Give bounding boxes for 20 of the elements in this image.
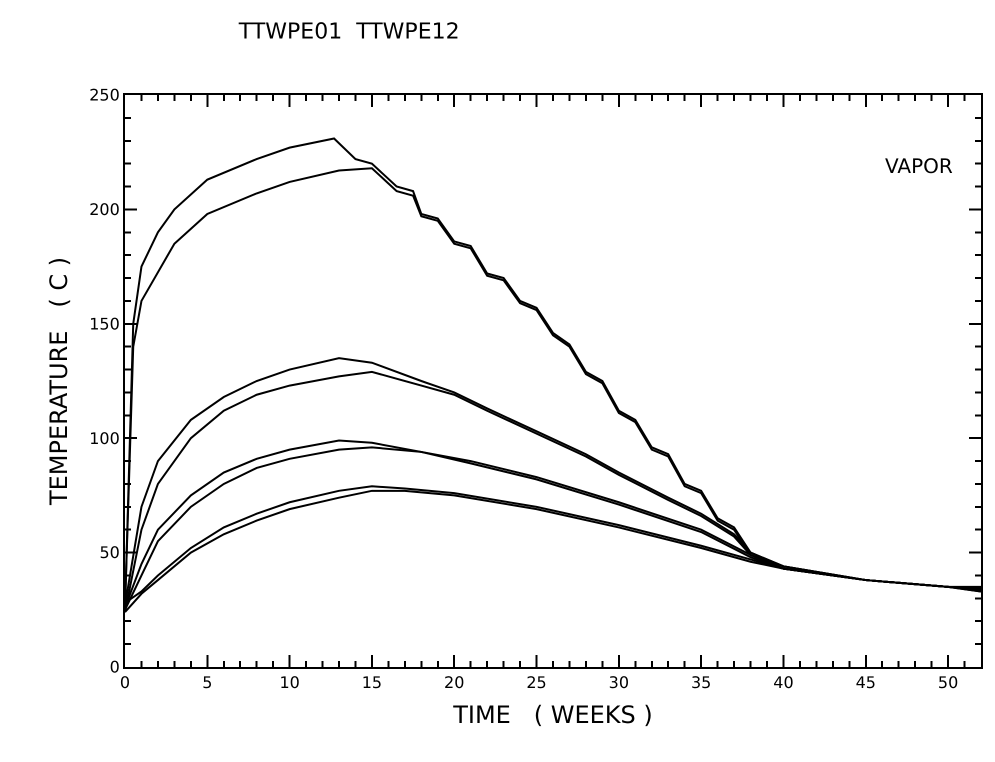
x-tick-label: 15 [362,673,382,692]
x-tick-label: 50 [938,673,958,692]
y-axis-title: TEMPERATURE ( C ) [44,256,73,506]
x-tick-label: 35 [690,673,712,692]
x-tick-label: 20 [444,673,464,692]
y-tick-label: 100 [89,428,120,448]
y-tick-label: 0 [110,658,120,677]
x-tick-label: 45 [856,673,876,692]
y-tick-label: 50 [99,543,120,562]
y-tick-label: 150 [89,314,120,334]
x-tick-label: 30 [608,673,630,692]
annotation: VAPOR [885,154,953,178]
x-tick-label: 25 [526,673,547,692]
x-tick-label: 5 [202,673,212,692]
chart-title: TTWPE01 TTWPE12 [238,19,460,44]
y-tick-label: 200 [89,200,120,219]
x-tick-label: 10 [279,673,300,692]
y-tick-label: 250 [89,86,120,105]
x-tick-label: 40 [773,673,794,692]
x-axis-title: TIME ( WEEKS ) [452,701,653,729]
